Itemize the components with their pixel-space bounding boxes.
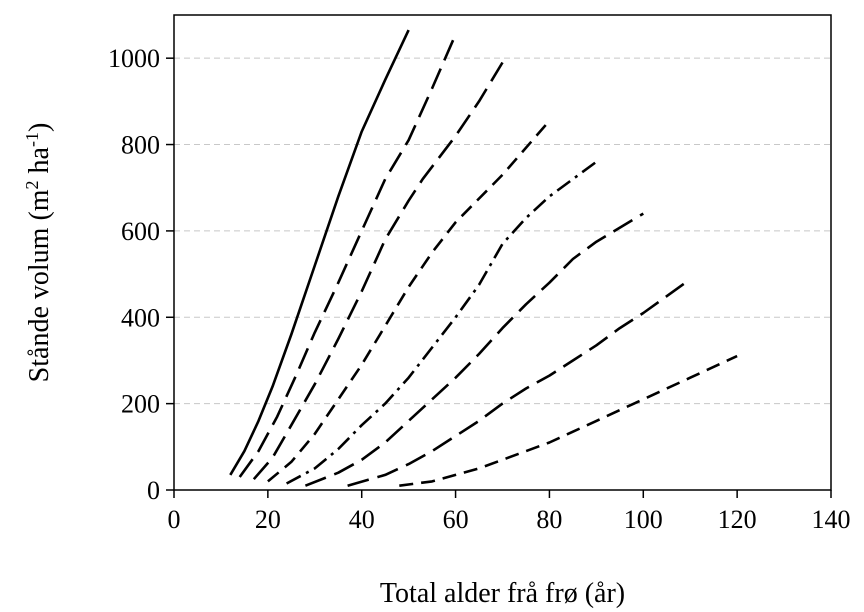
x-axis-title: Total alder frå frø (år) xyxy=(380,578,625,609)
series-line-3 xyxy=(252,61,504,481)
y-axis-title: Stånde volum (m2 ha-1) xyxy=(22,123,55,383)
x-tick-label: 120 xyxy=(718,505,757,534)
x-tick-label: 20 xyxy=(255,505,281,534)
y-axis-title-suffix: ) xyxy=(24,123,55,132)
series-line-1 xyxy=(229,29,410,476)
series-line-4 xyxy=(267,119,551,483)
series-line-8 xyxy=(399,354,738,487)
plot-area-frame xyxy=(173,14,832,491)
x-tick-label: 140 xyxy=(812,505,851,534)
series-line-6 xyxy=(304,212,644,487)
series-lines xyxy=(229,29,738,487)
x-tick-label: 40 xyxy=(349,505,375,534)
y-axis-title-sup2: -1 xyxy=(22,132,42,147)
series-line-5 xyxy=(285,160,598,485)
y-tick-label: 200 xyxy=(121,390,160,419)
axis-ticks: 0 20 40 60 80 100 120 140 0 200 400 600 800 1000 xyxy=(108,44,851,534)
x-tick-label: 60 xyxy=(443,505,469,534)
y-tick-label: 800 xyxy=(121,131,160,160)
y-axis-title-prefix: Stånde volum (m xyxy=(24,189,55,382)
x-tick-label: 0 xyxy=(168,505,181,534)
y-axis-title-sup1: 2 xyxy=(22,180,42,189)
y-tick-label: 600 xyxy=(121,217,160,246)
x-tick-label: 80 xyxy=(536,505,562,534)
gridlines xyxy=(174,57,831,405)
y-tick-label: 400 xyxy=(121,303,160,332)
y-tick-label: 0 xyxy=(147,476,160,505)
x-tick-label: 100 xyxy=(624,505,663,534)
y-tick-label: 1000 xyxy=(108,44,160,73)
series-line-7 xyxy=(347,281,687,487)
y-axis-title-mid: ha xyxy=(24,146,55,180)
series-line-2 xyxy=(238,33,457,478)
